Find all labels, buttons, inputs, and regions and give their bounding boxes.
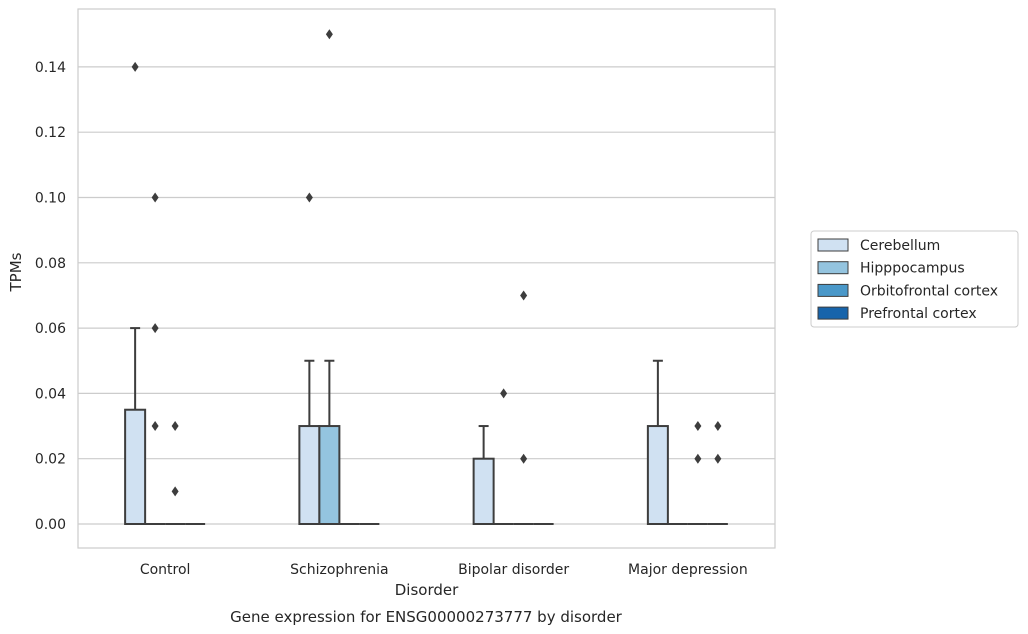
outlier-point [694, 421, 702, 432]
legend-swatch [817, 283, 849, 297]
outlier-points [131, 29, 722, 497]
outlier-point [500, 388, 508, 399]
plot-area [78, 9, 775, 548]
legend-swatch [817, 238, 849, 252]
y-axis-label: TPMs [7, 252, 25, 292]
box-body [298, 425, 321, 525]
box-body [472, 457, 495, 526]
chart-caption: Gene expression for ENSG00000273777 by d… [230, 608, 623, 626]
y-tick-label: 0.08 [35, 256, 66, 272]
y-tick-label: 0.00 [35, 517, 66, 533]
y-tick-label: 0.04 [35, 386, 66, 402]
plot-frame [77, 8, 776, 549]
outlier-point [694, 453, 702, 464]
box-schizophrenia-1 [318, 359, 341, 525]
x-tick-label: Control [140, 562, 191, 578]
outlier-point [714, 421, 722, 432]
x-tick-label: Bipolar disorder [458, 562, 569, 578]
x-tick-label: Major depression [628, 562, 748, 578]
box-control-0 [124, 327, 147, 526]
outlier-point [520, 290, 528, 301]
y-tick-label: 0.06 [35, 321, 66, 337]
box-bipolar-disorder-0 [472, 425, 495, 526]
box-major-depression-0 [646, 359, 669, 525]
y-tick-label: 0.14 [35, 60, 66, 76]
x-axis-label: Disorder [395, 581, 459, 599]
y-tick-labels: 0.00 0.02 0.04 0.06 0.08 0.10 0.12 0.14 [35, 60, 66, 533]
grid-lines [78, 66, 775, 525]
outlier-point [131, 61, 139, 72]
legend-frame [810, 230, 1019, 328]
outlier-point [151, 192, 159, 203]
legend-swatch [817, 261, 849, 275]
x-tick-labels: Control Schizophrenia Bipolar disorder Majo… [140, 562, 748, 578]
legend-label: Prefrontal cortex [860, 306, 977, 322]
legend-label: Hipppocampus [860, 261, 965, 277]
box-body [646, 425, 669, 525]
y-tick-label: 0.12 [35, 125, 66, 141]
outlier-point [151, 323, 159, 334]
outlier-point [151, 421, 159, 432]
x-tick-label: Schizophrenia [290, 562, 388, 578]
legend: Cerebellum Hipppocampus Orbitofrontal cort… [810, 230, 1019, 328]
legend-label: Cerebellum [860, 238, 940, 254]
outlier-point [714, 453, 722, 464]
outlier-point [171, 486, 179, 497]
legend-label: Orbitofrontal cortex [860, 283, 998, 299]
box-schizophrenia-0 [298, 359, 321, 525]
box-series [124, 327, 728, 526]
box-body [318, 425, 341, 525]
legend-swatch [817, 306, 849, 320]
outlier-point [520, 453, 528, 464]
y-tick-label: 0.10 [35, 191, 66, 207]
outlier-point [325, 29, 333, 40]
outlier-point [171, 421, 179, 432]
y-tick-label: 0.02 [35, 452, 66, 468]
outlier-point [305, 192, 313, 203]
box-body [124, 408, 147, 526]
